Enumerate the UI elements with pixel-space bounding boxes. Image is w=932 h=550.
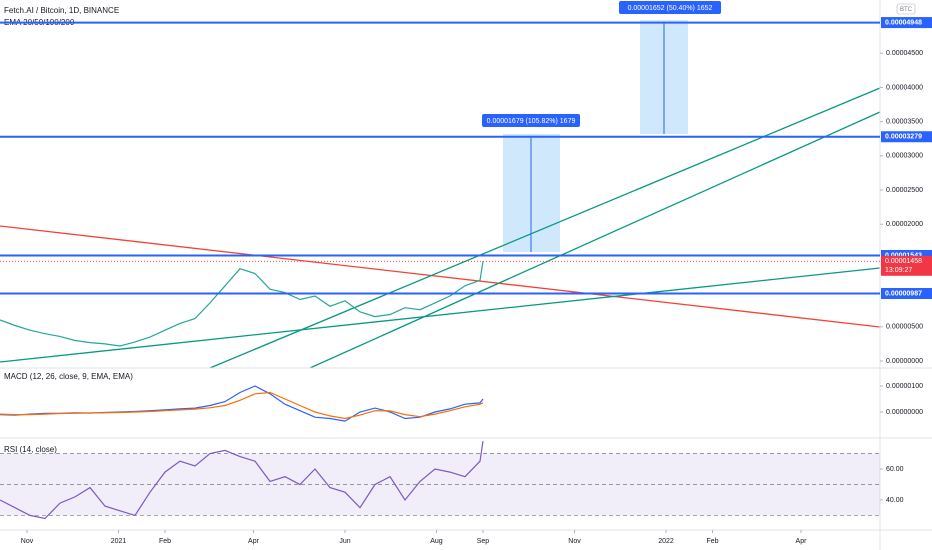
x-tick-label: Aug [430,538,443,545]
y-tick-label: 0.00000100 [886,383,923,390]
level-label-bg [881,17,932,29]
level-label-bg [881,131,932,143]
annotation-box [619,1,721,14]
chart-title: Fetch.AI / Bitcoin, 1D, BINANCE [4,6,119,15]
y-tick-label: 0.00000500 [886,324,923,331]
annotation-box [482,114,580,127]
series-line [0,391,484,420]
currency-badge [896,3,916,15]
trend-line [0,225,880,328]
trend-line [309,111,880,368]
series-line [0,441,484,520]
y-tick-label: 0.00002500 [886,187,923,194]
last-price-bg [881,255,932,276]
drawings [0,20,880,368]
pane-title: MACD (12, 26, close, 9, EMA, EMA) [4,372,133,381]
annotation: 0.00001652 (50.40%) 1652 [628,5,713,12]
x-tick-label: Nov [568,538,581,545]
y-tick-label: 0.00002000 [886,221,923,228]
x-tick-label: 2021 [111,538,127,545]
countdown: 13:09:27 [885,267,912,274]
trend-line [209,87,880,368]
level-label: 0.00004948 [885,19,922,26]
annotation: 0.00001679 (105.82%) 1679 [487,118,576,125]
x-tick-label: 2022 [658,538,674,545]
rsi-band [0,453,880,516]
y-tick-label: 0.00003000 [886,153,923,160]
y-tick-label: 0.00004000 [886,84,923,91]
y-tick-label: 0.00003500 [886,118,923,125]
last-price-label: 0.00001458 [885,258,922,265]
x-tick-label: Feb [706,538,718,545]
level-label: 0.00003279 [885,134,922,141]
x-tick-label: Apr [796,538,808,545]
x-tick-label: Apr [248,538,260,545]
series-line [0,261,484,347]
currency: BTC [900,7,913,13]
pane-title: RSI (14, close) [4,445,57,454]
y-tick-label: 40.00 [886,497,904,504]
x-tick-label: Nov [21,538,34,545]
level-label-bg [881,288,932,300]
x-tick-label: Jun [339,538,350,545]
x-tick-label: Sep [477,538,490,545]
x-tick-label: Feb [159,538,171,545]
y-tick-label: 0.00000000 [886,358,923,365]
y-tick-label: 0.00004500 [886,50,923,57]
level-label-bg [881,249,932,261]
y-tick-label: 60.00 [886,466,904,473]
level-label: 0.00000987 [885,290,922,297]
trend-line [0,267,880,363]
y-tick-label: 0.00000000 [886,409,923,416]
